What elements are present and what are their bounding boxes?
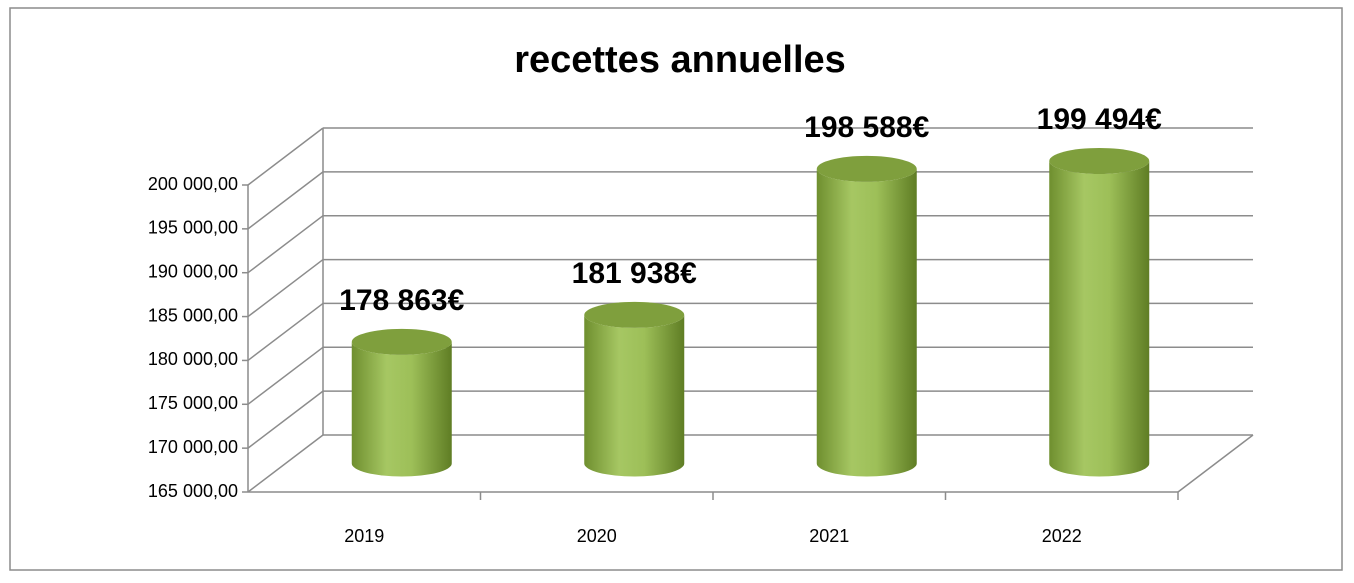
grid-line-side (247, 390, 324, 449)
grid-line-side (247, 127, 324, 186)
bar (351, 341, 452, 477)
bar (1049, 160, 1150, 477)
x-tick-label: 2019 (344, 526, 384, 546)
bar-top (584, 301, 685, 328)
y-tick-label: 200 000,00 (148, 174, 238, 194)
x-tick-label: 2022 (1042, 526, 1082, 546)
value-label: 181 938€ (572, 257, 697, 290)
bar (816, 168, 917, 477)
bar-top (351, 328, 452, 355)
grid-line-side (247, 302, 324, 362)
x-tick-label: 2021 (809, 526, 849, 546)
y-tick-label: 165 000,00 (148, 481, 238, 501)
grid-line-side (247, 215, 324, 274)
bar-top (816, 155, 917, 182)
y-tick-label: 175 000,00 (148, 393, 238, 413)
y-tick-label: 185 000,00 (148, 305, 238, 325)
chart-title: recettes annuelles (514, 39, 846, 81)
x-tick-label: 2020 (577, 526, 617, 546)
value-label: 178 863€ (339, 284, 464, 317)
y-tick-label: 195 000,00 (148, 218, 238, 238)
bar (584, 314, 685, 477)
grid-line-side (247, 434, 324, 493)
grid-line-side (247, 346, 324, 405)
y-tick-label: 180 000,00 (148, 349, 238, 369)
value-label: 199 494€ (1037, 103, 1162, 136)
grid-line-side (247, 258, 324, 318)
floor-edge (1177, 434, 1254, 493)
grid-line-side (247, 171, 324, 230)
y-tick-label: 170 000,00 (148, 437, 238, 457)
bar-top (1049, 147, 1150, 174)
y-tick-label: 190 000,00 (148, 261, 238, 281)
value-label: 198 588€ (804, 111, 929, 144)
